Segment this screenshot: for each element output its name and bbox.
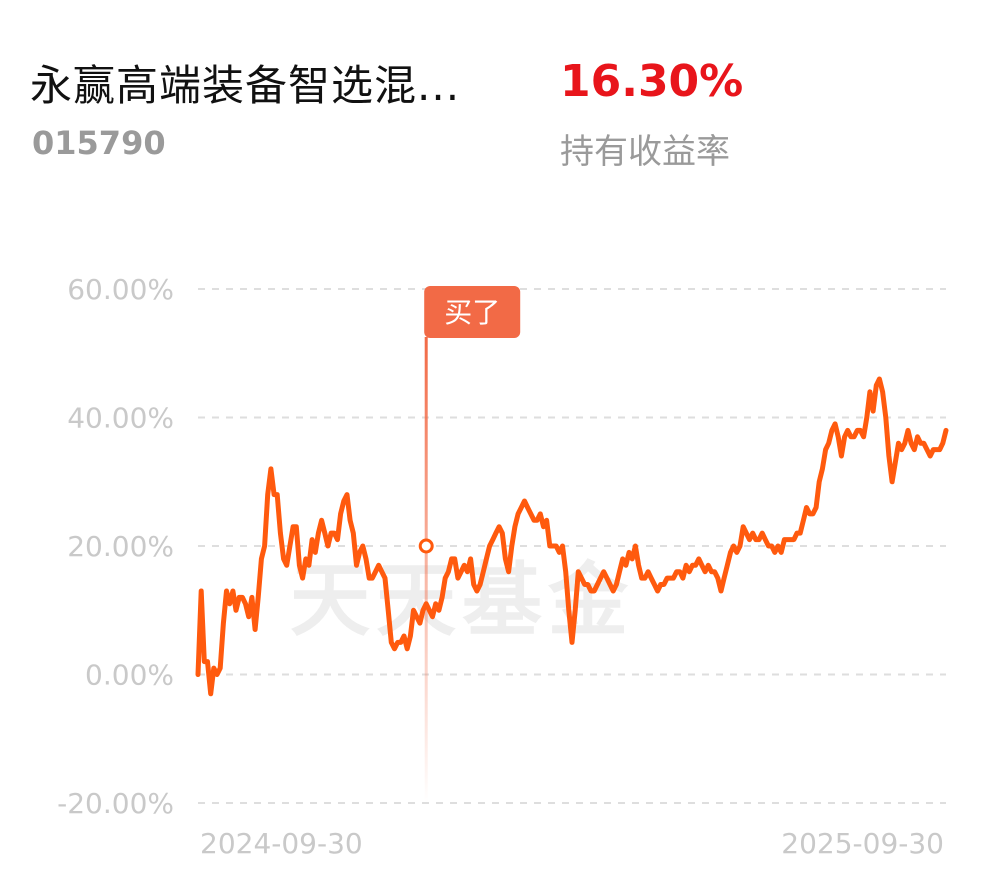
holding-return-label: 持有收益率: [560, 132, 730, 172]
purchase-point[interactable]: [418, 538, 434, 554]
y-axis-ticks: 60.00% 40.00% 20.00% 0.00% -20.00%: [57, 273, 174, 820]
y-tick-label: 20.00%: [67, 530, 174, 563]
y-tick-label: -20.00%: [57, 787, 174, 820]
purchase-marker[interactable]: 买了: [424, 286, 521, 803]
holding-return-value: 16.30%: [560, 56, 744, 107]
y-tick-label: 60.00%: [67, 273, 174, 306]
y-tick-label: 0.00%: [85, 659, 174, 692]
x-tick-label: 2024-09-30: [200, 827, 363, 860]
fund-code: 015790: [32, 124, 166, 162]
purchase-marker-label: 买了: [444, 296, 500, 329]
purchase-marker-badge[interactable]: [424, 286, 521, 338]
purchase-marker-line: [424, 337, 428, 803]
fund-name: 永赢高端装备智选混...: [30, 61, 461, 110]
return-series-line: [195, 376, 949, 697]
x-axis-ticks: 2024-09-30 2025-09-30: [200, 827, 944, 860]
x-tick-label: 2025-09-30: [781, 827, 944, 860]
y-tick-label: 40.00%: [67, 402, 174, 435]
